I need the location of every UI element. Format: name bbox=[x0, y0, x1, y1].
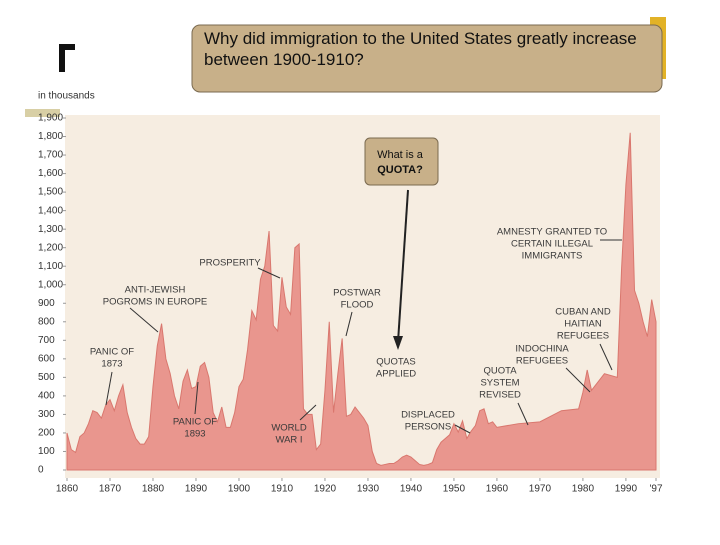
x-tick-label: 1950 bbox=[443, 484, 466, 495]
annotation: WORLD bbox=[271, 423, 307, 434]
y-tick-label: 900 bbox=[38, 298, 55, 309]
x-tick-label: 1920 bbox=[314, 484, 337, 495]
y-tick-label: 800 bbox=[38, 316, 55, 327]
y-axis-label: in thousands bbox=[38, 91, 95, 102]
annotation: POGROMS IN EUROPE bbox=[103, 297, 208, 308]
callout-line: QUOTA? bbox=[377, 164, 423, 176]
annotation: HAITIAN bbox=[564, 319, 602, 330]
y-tick-label: 0 bbox=[38, 465, 44, 476]
y-tick-label: 200 bbox=[38, 428, 55, 439]
annotation: AMNESTY GRANTED TO bbox=[497, 227, 607, 238]
question-box bbox=[191, 24, 663, 93]
y-tick-label: 1,200 bbox=[38, 242, 63, 253]
y-tick-label: 400 bbox=[38, 391, 55, 402]
y-tick-label: 700 bbox=[38, 335, 55, 346]
x-tick-label: 1870 bbox=[99, 484, 122, 495]
annotation-arrow bbox=[599, 343, 613, 371]
annotation: WAR I bbox=[275, 435, 302, 446]
x-tick-label: 1900 bbox=[228, 484, 251, 495]
annotation: POSTWAR bbox=[333, 288, 381, 299]
x-tick-label: 1890 bbox=[185, 484, 208, 495]
y-tick-label: 1,600 bbox=[38, 168, 63, 179]
annotation: PANIC OF bbox=[173, 417, 217, 428]
x-tick-label: 1940 bbox=[400, 484, 423, 495]
annotation: REFUGEES bbox=[557, 331, 609, 342]
annotation: REVISED bbox=[479, 390, 521, 401]
plot: 0 100 200 300 400 500 600 700 800 900 1,000 1,100 1,… bbox=[38, 113, 663, 495]
annotation: 1873 bbox=[101, 359, 122, 370]
callout-box bbox=[364, 137, 439, 186]
y-tick-label: 1,900 bbox=[38, 113, 63, 124]
annotation: PANIC OF bbox=[90, 347, 134, 358]
annotation: DISPLACED bbox=[401, 410, 455, 421]
x-tick-label: 1910 bbox=[271, 484, 294, 495]
annotation-arrow bbox=[345, 311, 353, 337]
annotation: PROSPERITY bbox=[199, 258, 261, 269]
annotation: CUBAN AND bbox=[555, 307, 611, 318]
y-tick-label: 1,800 bbox=[38, 131, 63, 142]
annotation: PERSONS bbox=[405, 422, 451, 433]
annotation: 1893 bbox=[184, 429, 205, 440]
annotation: IMMIGRANTS bbox=[522, 251, 583, 262]
annotation: INDOCHINA bbox=[515, 344, 569, 355]
x-tick-label: 1980 bbox=[572, 484, 595, 495]
x-tick-label: 1990 bbox=[615, 484, 638, 495]
annotation-arrow bbox=[454, 424, 471, 434]
y-tick-label: 1,000 bbox=[38, 279, 63, 290]
annotation: REFUGEES bbox=[516, 356, 568, 367]
annotation: QUOTA bbox=[483, 366, 517, 377]
annotation-arrow bbox=[129, 307, 159, 333]
x-tick-label: 1960 bbox=[486, 484, 509, 495]
y-tick-label: 1,300 bbox=[38, 224, 63, 235]
y-tick-label: 1,500 bbox=[38, 187, 63, 198]
annotation-arrow bbox=[194, 381, 199, 415]
y-tick-label: 300 bbox=[38, 409, 55, 420]
annotation: QUOTAS bbox=[376, 357, 415, 368]
y-tick-label: 100 bbox=[38, 446, 55, 457]
annotation: FLOOD bbox=[341, 300, 374, 311]
annotation-arrow bbox=[257, 267, 281, 279]
annotation: ANTI-JEWISH bbox=[125, 285, 186, 296]
corner-bracket bbox=[59, 44, 75, 72]
annotation-arrow bbox=[299, 404, 317, 421]
accent-line bbox=[25, 109, 60, 117]
y-tick-label: 600 bbox=[38, 353, 55, 364]
y-tick-label: 500 bbox=[38, 372, 55, 383]
callout-arrow bbox=[397, 189, 409, 343]
question-wrap: Why did immigration to the United States… bbox=[204, 29, 637, 69]
annotation: SYSTEM bbox=[480, 378, 519, 389]
x-tick-label: 1930 bbox=[357, 484, 380, 495]
x-tick-label: '97 bbox=[649, 484, 662, 495]
annotation-arrow bbox=[565, 367, 591, 393]
annotation-arrow bbox=[517, 402, 529, 426]
question: Why did immigration to the United States… bbox=[204, 29, 637, 69]
y-tick-label: 1,400 bbox=[38, 205, 63, 216]
y-tick-label: 1,100 bbox=[38, 261, 63, 272]
x-tick-label: 1880 bbox=[142, 484, 165, 495]
x-tick-label: 1970 bbox=[529, 484, 552, 495]
x-tick-label: 1860 bbox=[56, 484, 79, 495]
annotation-arrow bbox=[105, 371, 113, 406]
area bbox=[66, 132, 657, 471]
annotation: APPLIED bbox=[376, 369, 416, 380]
annotation: CERTAIN ILLEGAL bbox=[511, 239, 593, 250]
y-tick-label: 1,700 bbox=[38, 150, 63, 161]
callout-arrowhead bbox=[393, 336, 403, 350]
callout-line: What is a bbox=[377, 149, 424, 161]
